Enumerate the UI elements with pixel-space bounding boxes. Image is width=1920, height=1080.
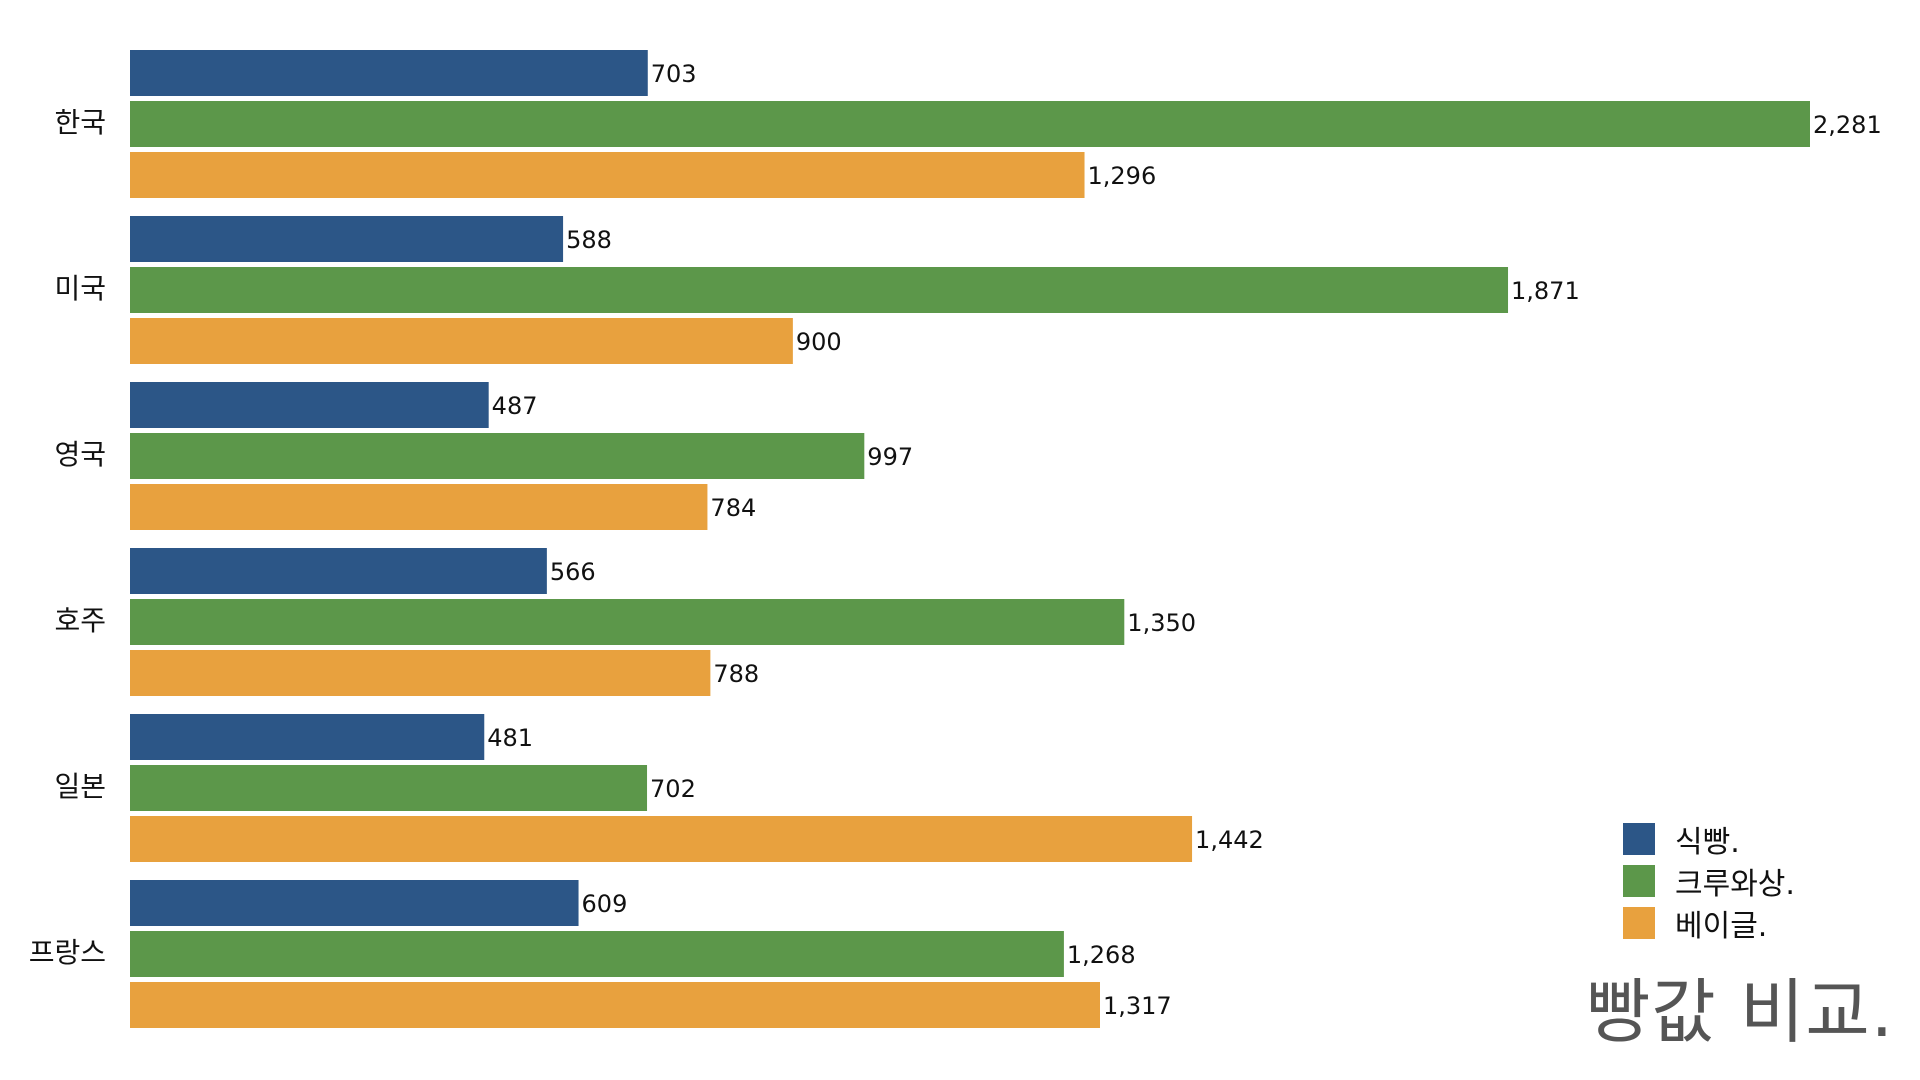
legend-label: 크루와상. — [1675, 867, 1795, 902]
legend-item-bagel: 베이글. — [1623, 902, 1795, 944]
legend-swatch — [1623, 823, 1655, 855]
data-label: 788 — [713, 660, 759, 688]
bar-croissant — [130, 101, 1810, 147]
data-label: 784 — [710, 494, 756, 522]
data-label: 900 — [796, 328, 842, 356]
bar-croissant — [130, 765, 648, 811]
legend-swatch — [1623, 907, 1655, 939]
legend-item-bread: 식빵. — [1623, 818, 1795, 860]
data-label: 2,281 — [1813, 111, 1882, 139]
legend-item-croissant: 크루와상. — [1623, 860, 1795, 902]
data-label: 481 — [487, 724, 533, 752]
bar-bread — [130, 714, 485, 760]
data-label: 1,296 — [1088, 162, 1157, 190]
category-label: 미국 — [54, 272, 106, 305]
category-label: 일본 — [54, 770, 106, 803]
bar-bagel — [130, 318, 793, 364]
bar-bread — [130, 382, 489, 428]
bar-bagel — [130, 982, 1100, 1028]
legend-label: 식빵. — [1675, 825, 1740, 860]
bar-bread — [130, 50, 648, 96]
data-label: 588 — [566, 226, 612, 254]
bar-bagel — [130, 484, 708, 530]
data-label: 1,871 — [1511, 277, 1580, 305]
data-label: 1,350 — [1127, 609, 1196, 637]
chart-title: 빵값 비교. — [1585, 971, 1894, 1053]
bar-croissant — [130, 433, 865, 479]
bar-croissant — [130, 267, 1509, 313]
data-label: 487 — [492, 392, 538, 420]
data-label: 566 — [550, 558, 596, 586]
legend-label: 베이글. — [1675, 909, 1768, 944]
data-label: 702 — [650, 775, 696, 803]
data-label: 997 — [867, 443, 913, 471]
bar-bread — [130, 548, 547, 594]
data-label: 1,442 — [1195, 826, 1264, 854]
category-label: 한국 — [54, 106, 106, 139]
category-label: 호주 — [54, 604, 106, 637]
legend: 식빵. 크루와상. 베이글. — [1623, 818, 1795, 944]
bar-bread — [130, 216, 564, 262]
bar-croissant — [130, 931, 1064, 977]
bar-bagel — [130, 650, 711, 696]
category-label: 프랑스 — [29, 936, 106, 969]
bar-bagel — [130, 816, 1193, 862]
data-label: 1,268 — [1067, 941, 1136, 969]
data-label: 1,317 — [1103, 992, 1172, 1020]
bar-bagel — [130, 152, 1085, 198]
data-label: 609 — [582, 890, 628, 918]
category-label: 영국 — [54, 438, 106, 471]
data-label: 703 — [651, 60, 697, 88]
bar-bread — [130, 880, 579, 926]
bar-croissant — [130, 599, 1125, 645]
legend-swatch — [1623, 865, 1655, 897]
